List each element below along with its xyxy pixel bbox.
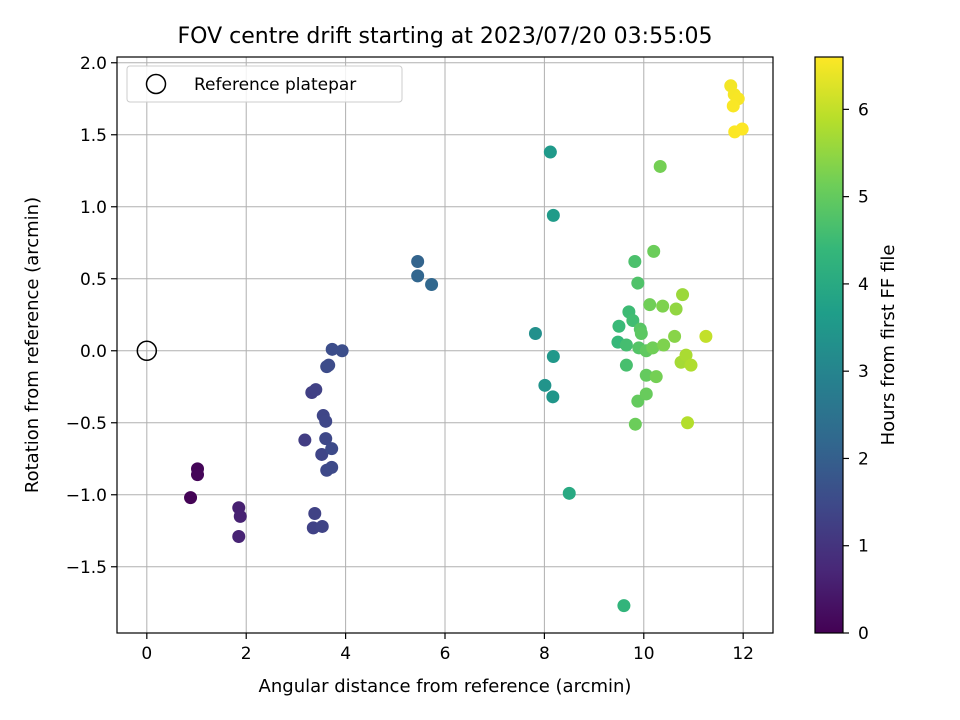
y-tick-label: −1.5 bbox=[66, 558, 107, 578]
colorbar-ticks: 0 1 2 3 4 5 6 bbox=[843, 100, 869, 644]
data-point bbox=[657, 338, 671, 352]
data-point bbox=[617, 599, 631, 613]
data-point bbox=[411, 254, 425, 268]
colorbar-tick-label: 0 bbox=[858, 624, 869, 644]
colorbar-label: Hours from first FF file bbox=[878, 245, 899, 446]
data-point bbox=[631, 394, 645, 408]
colorbar-tick-label: 3 bbox=[858, 362, 869, 382]
colorbar-tick-label: 1 bbox=[858, 537, 869, 557]
colorbar-gradient bbox=[815, 57, 843, 633]
data-point bbox=[538, 378, 552, 392]
data-point bbox=[628, 254, 642, 268]
data-point bbox=[684, 358, 698, 372]
data-point bbox=[411, 269, 425, 283]
chart-title: FOV centre drift starting at 2023/07/20 … bbox=[178, 24, 713, 49]
colorbar-tick-label: 5 bbox=[858, 188, 869, 208]
data-point bbox=[191, 468, 205, 482]
x-tick-label: 12 bbox=[732, 644, 754, 664]
data-point bbox=[639, 368, 653, 382]
data-point bbox=[232, 530, 246, 544]
data-point bbox=[656, 299, 670, 313]
data-point bbox=[325, 342, 339, 356]
y-axis-ticks: −1.5 −1.0 −0.5 0.0 0.5 1.0 1.5 2.0 bbox=[66, 54, 117, 578]
data-point bbox=[322, 358, 336, 372]
data-point bbox=[612, 319, 626, 333]
x-tick-label: 4 bbox=[340, 644, 351, 664]
data-point bbox=[619, 358, 633, 372]
data-point bbox=[679, 348, 693, 362]
data-point bbox=[546, 390, 560, 404]
y-tick-label: −0.5 bbox=[66, 414, 107, 434]
data-point bbox=[669, 302, 683, 316]
x-tick-label: 2 bbox=[241, 644, 252, 664]
y-tick-label: 0.5 bbox=[80, 270, 107, 290]
x-tick-label: 8 bbox=[539, 644, 550, 664]
data-point bbox=[184, 491, 198, 505]
data-point bbox=[699, 329, 713, 343]
data-point bbox=[233, 509, 247, 523]
data-point bbox=[325, 460, 339, 474]
x-tick-label: 0 bbox=[141, 644, 152, 664]
x-axis-ticks: 0 2 4 6 8 10 12 bbox=[141, 633, 754, 664]
y-tick-label: 2.0 bbox=[80, 54, 107, 74]
legend-marker-icon bbox=[145, 73, 167, 95]
colorbar-tick-label: 4 bbox=[858, 275, 869, 295]
data-point bbox=[528, 326, 542, 340]
data-point bbox=[319, 414, 333, 428]
data-point bbox=[546, 350, 560, 364]
colorbar-tick-label: 6 bbox=[858, 100, 869, 120]
data-point bbox=[325, 442, 339, 456]
data-point bbox=[668, 329, 682, 343]
data-point bbox=[308, 506, 322, 520]
data-point bbox=[315, 447, 329, 461]
data-point bbox=[646, 341, 660, 355]
data-point bbox=[335, 344, 349, 358]
data-point bbox=[315, 519, 329, 533]
data-point bbox=[653, 159, 667, 173]
colorbar-tick-label: 2 bbox=[858, 449, 869, 469]
y-tick-label: 0.0 bbox=[80, 342, 107, 362]
y-tick-label: 1.5 bbox=[80, 126, 107, 146]
data-point bbox=[649, 370, 663, 384]
data-point bbox=[319, 432, 333, 446]
data-point bbox=[543, 145, 557, 159]
reference-platepar-marker bbox=[136, 340, 158, 362]
y-tick-label: −1.0 bbox=[66, 486, 107, 506]
data-point bbox=[628, 417, 642, 431]
colorbar-frame bbox=[814, 56, 844, 634]
data-point bbox=[634, 326, 648, 340]
data-point bbox=[676, 288, 690, 302]
colorbar: 0 1 2 3 4 5 6 Hours from first FF file bbox=[814, 56, 899, 644]
data-point bbox=[619, 338, 633, 352]
data-point bbox=[639, 387, 653, 401]
y-axis-label: Rotation from reference (arcmin) bbox=[22, 197, 43, 493]
legend: Reference platepar bbox=[126, 65, 403, 103]
data-point bbox=[643, 298, 657, 312]
data-point bbox=[726, 99, 740, 113]
data-point bbox=[626, 314, 640, 328]
data-point bbox=[647, 244, 661, 258]
legend-box bbox=[126, 65, 403, 103]
data-point bbox=[425, 278, 439, 292]
data-point bbox=[309, 383, 323, 397]
data-points bbox=[184, 79, 749, 613]
data-point bbox=[298, 433, 312, 447]
x-tick-label: 10 bbox=[633, 644, 655, 664]
data-point bbox=[681, 416, 695, 430]
data-point bbox=[631, 276, 645, 290]
data-point bbox=[546, 208, 560, 222]
x-tick-label: 6 bbox=[440, 644, 451, 664]
x-axis-label: Angular distance from reference (arcmin) bbox=[259, 676, 632, 697]
legend-entry-reference: Reference platepar bbox=[194, 75, 356, 95]
data-point bbox=[562, 486, 576, 500]
data-point bbox=[735, 122, 749, 136]
reference-layer bbox=[136, 340, 158, 362]
y-tick-label: 1.0 bbox=[80, 198, 107, 218]
